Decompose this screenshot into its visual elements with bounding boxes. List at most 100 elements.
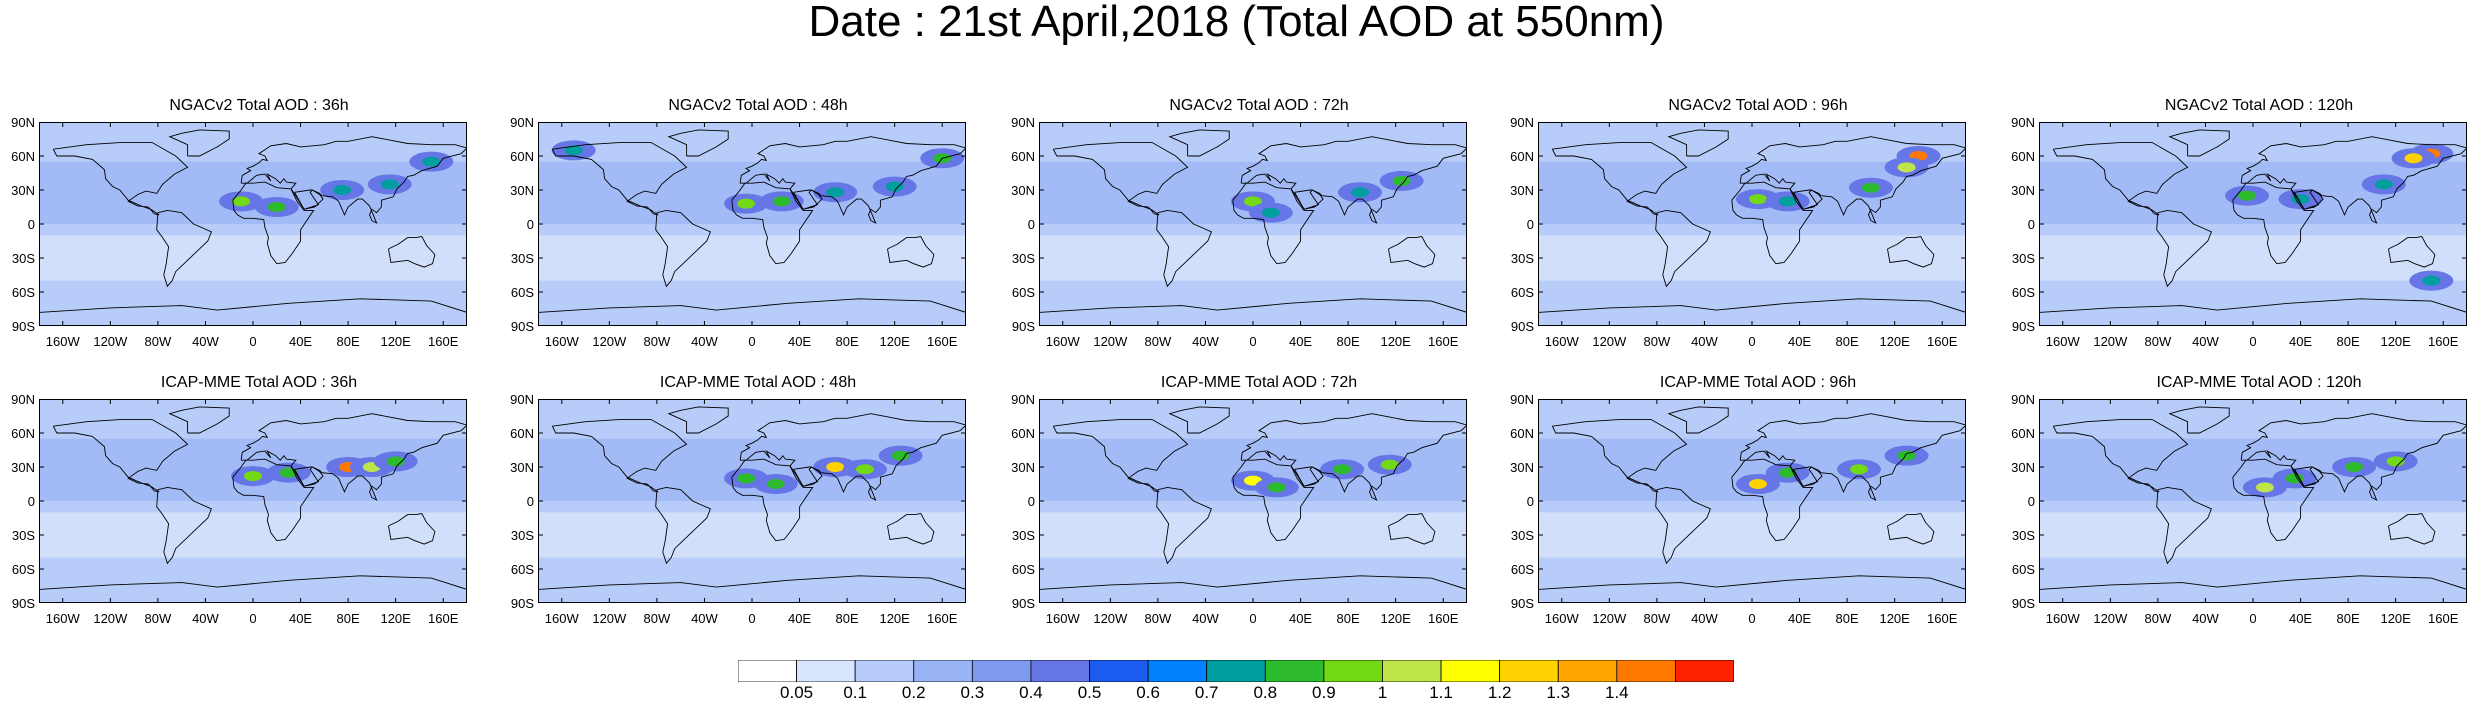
lat-label: 60S [11,285,35,300]
lat-label: 30N [11,460,35,475]
aod-clean-zone [1538,235,1966,281]
lon-label: 80E [835,334,859,349]
coastline-arabia [793,466,823,487]
lon-label: 80W [144,334,172,349]
aod-hotspot [891,450,910,461]
coastline-antarctica [538,298,966,313]
lon-label: 40E [288,611,313,626]
coastline-australia [388,235,436,268]
panel-title: ICAP-MME Total AOD : 96h [1659,374,1857,391]
map-panel-icap-mme-0: ICAP-MME Total AOD : 36h 90N 60N 30N 0 30S 60S… [11,373,479,645]
lat-label: 0 [1027,494,1035,509]
lat-label: 60S [11,562,35,577]
coastline-africa [731,458,814,542]
lon-label: 40E [1787,611,1812,626]
lon-label: 40W [1691,611,1718,626]
lon-label: 160E [428,334,459,349]
lat-label: 60S [1011,285,1035,300]
aod-hotspot [772,196,791,207]
aod-hotspot [380,179,399,190]
lon-label: 40W [192,611,219,626]
aod-clean-zone [2039,512,2467,558]
lon-label: 120W [1592,334,1627,349]
colorbar-label: 0.4 [1019,683,1043,702]
lon-label: 160W [544,611,579,626]
lon-label: 80W [1144,334,1172,349]
colorbar-swatch [1147,660,1208,682]
coastline-north-america [2052,418,2189,493]
coastline-africa [1232,181,1315,265]
colorbar-label: 1.1 [1429,683,1453,702]
lon-label: 120E [2380,334,2411,349]
world-map-icon [538,122,966,326]
coastline-greenland [667,406,729,434]
lon-label: 80E [2336,334,2360,349]
lat-label: 90S [2011,319,2035,334]
lon-label: 80W [643,334,671,349]
coastline-eurasia [739,136,966,224]
aod-hotspot [244,471,262,482]
world-map-icon [39,399,467,603]
coastline-greenland [168,129,230,157]
lon-label: 0 [748,334,756,349]
aod-clean-zone [538,512,966,558]
coastline-south-america [1156,486,1212,565]
lat-label: 0 [27,217,35,232]
lat-label: 30S [1011,528,1035,543]
aod-hotspot [766,479,785,489]
coastline-north-america [1052,141,1189,216]
map-panel-ngacv2-2: NGACv2 Total AOD : 72h 90N 60N 30N 0 30S 60S 90… [1011,96,1479,368]
lon-label: 160E [1927,611,1958,626]
coastline-australia [388,512,436,545]
aod-hotspot [2374,179,2393,190]
lat-label: 30S [1011,251,1035,266]
lon-label: 40W [691,611,718,626]
lat-label: 60N [11,426,35,441]
coastline-south-america [156,486,212,565]
colorbar-label: 0.1 [843,683,867,702]
lon-label: 160E [1927,334,1958,349]
map-panel-icap-mme-4: ICAP-MME Total AOD : 120h 90N 60N 30N 0 30S 60… [2011,373,2473,645]
coastline-eurasia [240,136,467,224]
colorbar-swatch [913,660,973,682]
lat-label: 60N [2011,426,2035,441]
map-panel-icap-mme-3: ICAP-MME Total AOD : 96h 90N 60N 30N 0 30S 60S… [1510,373,1978,645]
lon-label: 120W [2093,334,2128,349]
lat-label: 60S [510,562,534,577]
panel-title: ICAP-MME Total AOD : 36h [160,374,358,391]
colorbar-swatch [1557,660,1618,682]
lon-label: 40W [1691,334,1718,349]
lon-label: 120E [879,334,910,349]
coastline-greenland [2168,406,2230,434]
colorbar-swatch [1499,660,1559,682]
aod-hotspot [1748,479,1767,489]
lat-label: 0 [1027,217,1035,232]
lat-label: 30N [1510,183,1534,198]
aod-clean-zone [1039,235,1467,281]
coastline-australia [1887,235,1935,268]
aod-hotspot [826,462,845,472]
coastline-north-america [1052,418,1189,493]
panel-title: ICAP-MME Total AOD : 120h [2156,374,2362,391]
coastline-south-america [655,486,711,565]
lon-label: 120E [1879,334,1910,349]
lat-label: 90N [510,115,534,130]
aod-hotspot [737,198,756,209]
lat-label: 90N [1011,115,1035,130]
lon-label: 80E [336,334,360,349]
coastline-antarctica [1039,575,1467,590]
lon-label: 160E [927,611,958,626]
lat-label: 60S [2011,285,2035,300]
colorbar-swatch [1089,660,1149,682]
panel-title: NGACv2 Total AOD : 96h [1668,97,1848,114]
lon-label: 40W [192,334,219,349]
aod-hotspot [826,187,845,198]
colorbar-swatch [1440,660,1501,682]
aod-hotspot [1267,482,1286,493]
colorbar-label: 1.2 [1487,683,1512,702]
lon-label: 80E [1336,334,1360,349]
lat-label: 0 [526,494,534,509]
coastline-arabia [2294,189,2324,210]
lon-label: 120W [93,334,128,349]
lat-label: 90S [11,596,35,611]
